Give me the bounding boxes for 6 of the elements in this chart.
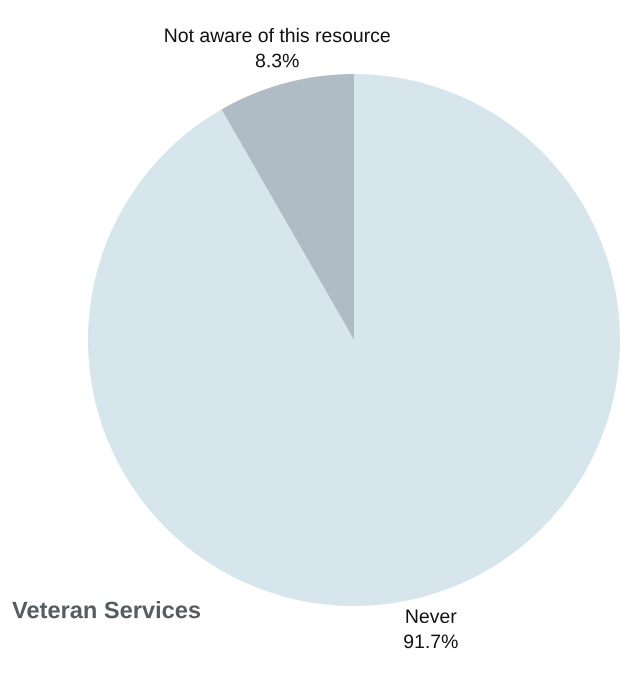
data-label: 91.7% (404, 634, 458, 648)
slice-label: Never (406, 609, 456, 624)
text: Veteran Services (12, 600, 200, 618)
data-label: 8.3% (256, 54, 299, 68)
slice-label: Not aware of this resource (165, 28, 390, 42)
pie-slice (221, 74, 354, 340)
